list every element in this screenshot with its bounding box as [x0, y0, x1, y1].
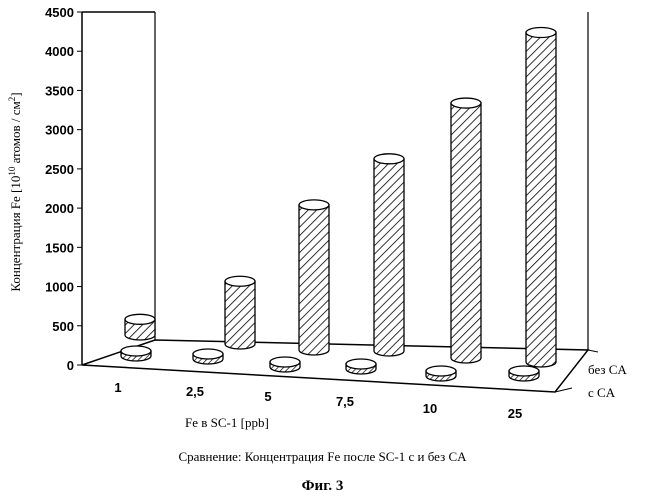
- bar-front-series: [426, 366, 456, 381]
- series-label-back: без CA: [588, 362, 627, 377]
- bar-top: [374, 154, 404, 164]
- bar-top: [509, 366, 539, 376]
- bar-top: [121, 346, 151, 356]
- bar-top: [193, 349, 223, 359]
- depth-tick-back: [588, 350, 598, 352]
- y-axis-label: Концентрация Fe [1010 атомов / см2]: [7, 92, 23, 291]
- x-tick-label: 10: [423, 401, 437, 416]
- y-axis-label-group: Концентрация Fe [1010 атомов / см2]: [7, 92, 23, 291]
- x-tick-label: 25: [508, 406, 522, 421]
- series-labels: без CA c CA: [588, 362, 627, 400]
- y-axis-ticks: 0 500 1000 1500 2000 2500 3000 3500 4000 4500: [45, 5, 82, 373]
- y-tick-label: 2000: [45, 201, 74, 216]
- x-tick-label: 2,5: [186, 384, 204, 399]
- bar-body: [374, 159, 404, 356]
- y-tick-label: 1500: [45, 240, 74, 255]
- bar-top: [526, 28, 556, 38]
- bar-top: [451, 98, 481, 108]
- bar-back-series: [125, 314, 155, 340]
- x-tick-label: 1: [114, 380, 121, 395]
- y-tick-label: 3500: [45, 83, 74, 98]
- bar-front-series: [270, 357, 300, 372]
- x-tick-label: 5: [264, 389, 271, 404]
- y-tick-label: 0: [67, 358, 74, 373]
- figure-label: Фиг. 3: [0, 478, 645, 495]
- y-tick-label: 3000: [45, 123, 74, 138]
- bar-front-series: [509, 366, 539, 381]
- floor-outline: [82, 340, 588, 392]
- bar-front-series: [346, 359, 376, 374]
- bar-top: [299, 200, 329, 210]
- chart-frame: [82, 12, 598, 392]
- x-tick-label: 7,5: [336, 394, 354, 409]
- bar-top: [225, 276, 255, 286]
- bar-body: [299, 205, 329, 355]
- y-tick-label: 500: [52, 319, 74, 334]
- y-tick-label: 4000: [45, 44, 74, 59]
- bar-top: [125, 314, 155, 324]
- y-tick-label: 4500: [45, 5, 74, 20]
- bar-front-series: [193, 349, 223, 364]
- bar-back-series: [451, 98, 481, 363]
- bar-body: [225, 281, 255, 349]
- y-tick-label: 1000: [45, 280, 74, 295]
- bar-top: [426, 366, 456, 376]
- bar-body: [526, 33, 556, 367]
- bar-back-series: [526, 28, 556, 367]
- figure-caption: Сравнение: Концентрация Fe после SC-1 c …: [0, 449, 645, 465]
- bar-back-series: [225, 276, 255, 349]
- bar-top: [346, 359, 376, 369]
- bar-front-series: [121, 346, 151, 361]
- y-tick-label: 2500: [45, 162, 74, 177]
- bars: [121, 28, 556, 381]
- bar-back-series: [299, 200, 329, 355]
- series-label-front: c CA: [588, 385, 616, 400]
- bar-body: [451, 103, 481, 363]
- bar-top: [270, 357, 300, 367]
- bar-back-series: [374, 154, 404, 356]
- x-axis-label: Fe в SC-1 [ppb]: [185, 415, 269, 430]
